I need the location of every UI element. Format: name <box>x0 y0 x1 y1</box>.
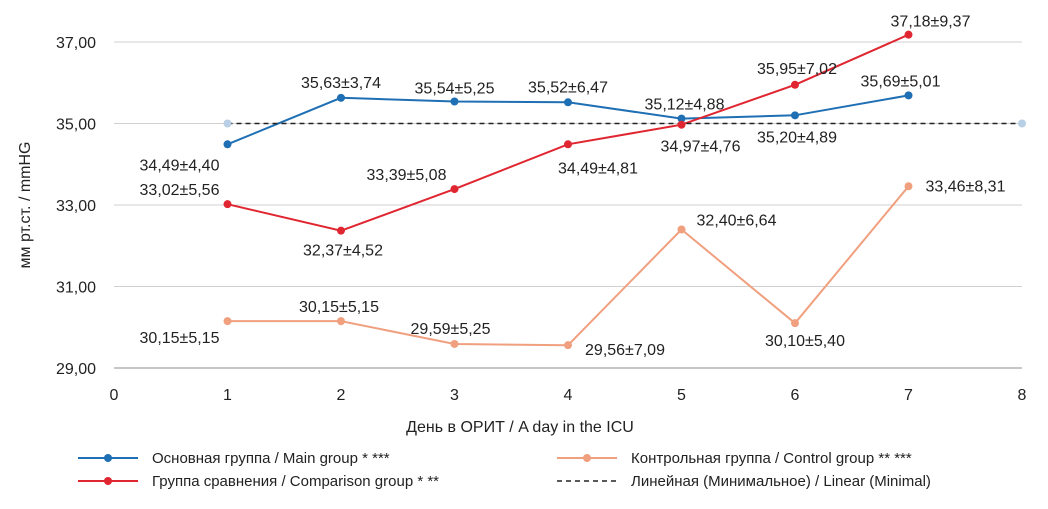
series-line <box>227 185 910 347</box>
x-axis-ticks: 0 1 2 3 4 5 6 7 8 <box>110 387 1027 404</box>
data-label: 34,49±4,40 <box>140 157 220 174</box>
data-label: 35,95±7,02 <box>757 61 837 78</box>
data-label: 35,20±4,89 <box>757 129 837 146</box>
y-tick-label: 31,00 <box>56 280 96 297</box>
x-tick-label: 1 <box>223 387 232 404</box>
data-point <box>223 200 232 209</box>
y-tick-label: 29,00 <box>56 361 96 378</box>
y-tick-label: 35,00 <box>56 117 96 134</box>
y-axis-ticks: 29,00 31,00 33,00 35,00 37,00 <box>56 35 96 378</box>
data-label: 30,10±5,40 <box>765 333 845 350</box>
x-tick-label: 3 <box>450 387 459 404</box>
data-point <box>677 120 686 129</box>
x-tick-label: 4 <box>564 387 573 404</box>
data-label: 29,59±5,25 <box>411 321 491 338</box>
trendline-end-point <box>1018 119 1026 128</box>
x-tick-label: 2 <box>337 387 346 404</box>
data-label: 33,46±8,31 <box>926 178 1006 195</box>
data-label: 35,54±5,25 <box>415 80 495 97</box>
data-point <box>564 140 572 149</box>
data-point <box>450 185 459 194</box>
data-point <box>223 140 232 149</box>
legend-swatch-marker <box>104 454 112 462</box>
legend: Основная группа / Main group * *** Группа… <box>78 450 931 490</box>
data-label: 35,52±6,47 <box>528 79 608 96</box>
data-point <box>677 225 686 234</box>
data-label: 35,63±3,74 <box>301 75 381 92</box>
data-point <box>337 93 345 102</box>
x-tick-label: 8 <box>1018 387 1027 404</box>
y-tick-label: 33,00 <box>56 198 96 215</box>
data-point <box>450 339 459 348</box>
y-tick-label: 37,00 <box>56 35 96 52</box>
data-point <box>337 317 345 326</box>
x-tick-label: 6 <box>791 387 800 404</box>
data-label: 32,40±6,64 <box>697 212 777 229</box>
data-point <box>791 80 799 89</box>
x-tick-label: 7 <box>904 387 913 404</box>
legend-entry: Линейная (Минимальное) / Linear (Minimal… <box>631 473 931 490</box>
data-label: 33,39±5,08 <box>367 167 447 184</box>
legend-entry: Группа сравнения / Comparison group * ** <box>152 473 439 490</box>
data-label: 29,56±7,09 <box>585 342 665 359</box>
data-point <box>904 30 913 39</box>
legend-entry: Контрольная группа / Control group ** **… <box>631 450 912 467</box>
data-point <box>564 341 572 350</box>
data-label: 33,02±5,56 <box>140 182 220 199</box>
data-label: 37,18±9,37 <box>891 14 971 31</box>
data-label: 35,12±4,88 <box>645 97 725 114</box>
data-point <box>223 317 232 326</box>
legend-entry: Основная группа / Main group * *** <box>152 450 390 467</box>
data-point <box>904 91 913 100</box>
data-label: 30,15±5,15 <box>140 330 220 347</box>
data-label: 30,15±5,15 <box>299 299 379 316</box>
data-point <box>450 97 459 106</box>
data-point <box>791 319 799 328</box>
series-points <box>223 30 1026 350</box>
legend-swatch-marker <box>583 454 591 462</box>
data-label: 34,49±4,81 <box>558 160 638 177</box>
legend-swatch-marker <box>104 477 112 485</box>
trendline-end-point <box>223 119 232 128</box>
data-label: 35,69±5,01 <box>861 73 941 90</box>
data-label: 32,37±4,52 <box>303 243 383 260</box>
data-labels: 34,49±4,40 35,63±3,74 35,54±5,25 35,52±6,47… <box>140 14 1006 360</box>
x-tick-label: 0 <box>110 387 119 404</box>
data-point <box>791 111 799 120</box>
x-tick-label: 5 <box>677 387 686 404</box>
data-point <box>564 98 572 107</box>
data-point <box>904 182 913 191</box>
data-point <box>677 114 686 123</box>
data-point <box>337 226 345 235</box>
x-axis-title: День в ОРИТ / A day in the ICU <box>406 419 634 436</box>
y-axis-title: мм рт.ст. / mmHG <box>17 142 34 269</box>
data-label: 34,97±4,76 <box>661 139 741 156</box>
